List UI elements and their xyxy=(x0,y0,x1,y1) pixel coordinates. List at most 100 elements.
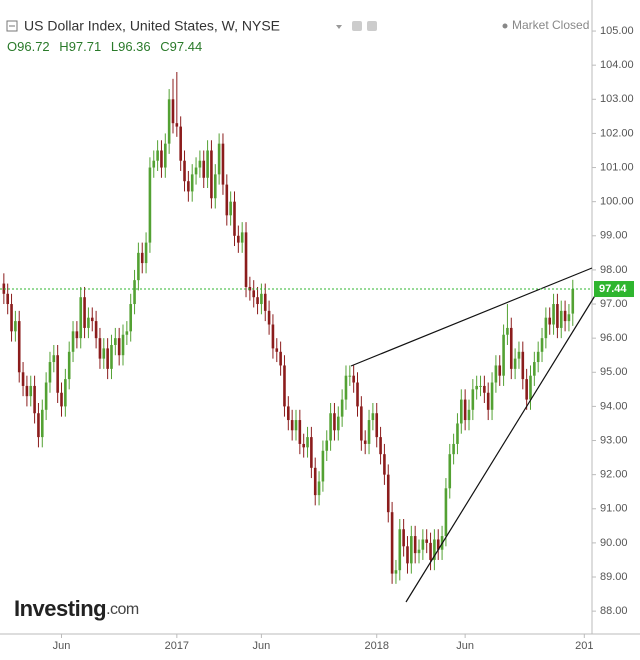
candle-body xyxy=(533,362,536,376)
candle-body xyxy=(490,382,494,410)
candle-body xyxy=(383,454,386,475)
y-tick-label: 93.00 xyxy=(600,434,628,446)
candle-body xyxy=(252,290,256,298)
candle-body xyxy=(279,351,282,366)
candle-body xyxy=(436,539,440,550)
y-tick-label: 95.00 xyxy=(600,366,628,378)
candle-body xyxy=(398,529,402,571)
candle-body xyxy=(317,481,321,496)
candle-body xyxy=(506,327,509,335)
settings-icon[interactable] xyxy=(367,21,377,31)
ohlc-label: H xyxy=(59,39,68,54)
plot xyxy=(2,71,575,584)
candle-body xyxy=(10,304,13,332)
candle-body xyxy=(394,570,398,574)
candle-body xyxy=(125,331,129,335)
candle-body xyxy=(267,310,271,325)
ohlc-readout: O96.72 H97.71 L96.36 C97.44 xyxy=(7,39,202,54)
candle-body xyxy=(290,420,294,431)
candle-body xyxy=(306,437,309,448)
x-tick-label: Jun xyxy=(253,640,271,652)
y-tick-label: 101.00 xyxy=(600,161,634,173)
candle-body xyxy=(71,331,75,352)
eye-icon[interactable] xyxy=(352,21,362,31)
candle-body xyxy=(90,317,94,322)
candle-body xyxy=(329,413,332,441)
candle-body xyxy=(260,293,263,305)
candle-body xyxy=(429,542,432,560)
candle-body xyxy=(417,549,421,554)
candle-body xyxy=(302,443,305,448)
candle-body xyxy=(444,488,448,537)
candle-body xyxy=(548,317,552,325)
candle-body xyxy=(217,143,221,175)
candle-body xyxy=(348,375,352,377)
candle-body xyxy=(148,167,152,243)
candle-body xyxy=(333,413,336,431)
candle-body xyxy=(14,321,17,332)
y-tick-label: 96.00 xyxy=(600,332,628,344)
x-tick-label: 2017 xyxy=(165,640,189,652)
candle-body xyxy=(344,375,348,400)
collapse-icon[interactable] xyxy=(6,20,18,32)
candle-body xyxy=(56,355,59,393)
candle-body xyxy=(256,297,259,305)
candle-body xyxy=(198,160,202,168)
candle-body xyxy=(386,474,390,513)
candle-body xyxy=(356,382,359,407)
candle-body xyxy=(244,232,248,287)
candle-body xyxy=(340,399,344,417)
candle-body xyxy=(75,331,79,339)
candle-body xyxy=(133,280,136,305)
candle-body xyxy=(129,304,133,332)
candle-body xyxy=(79,297,83,339)
y-tick-label: 88.00 xyxy=(600,605,628,617)
candle-body xyxy=(360,406,363,441)
y-tick-label: 102.00 xyxy=(600,127,634,139)
candle-body xyxy=(240,232,244,243)
candle-body xyxy=(486,392,490,410)
candle-body xyxy=(283,365,286,407)
candle-body xyxy=(536,351,540,363)
candle-body xyxy=(206,150,209,178)
candle-body xyxy=(452,443,455,455)
candle-body xyxy=(540,338,544,352)
candle-body xyxy=(390,512,394,574)
candle-body xyxy=(179,126,182,161)
candle-body xyxy=(52,355,56,363)
candle-body xyxy=(137,252,140,281)
candle-body xyxy=(25,385,29,397)
candle-body xyxy=(60,392,63,407)
candle-body xyxy=(425,539,429,543)
y-tick-label: 90.00 xyxy=(600,537,628,549)
candle-body xyxy=(471,389,475,410)
candle-body xyxy=(98,338,102,359)
logo-name: Investing xyxy=(14,596,106,621)
candle-body xyxy=(509,327,513,369)
candle-body xyxy=(467,409,471,421)
candle-body xyxy=(525,379,528,400)
candle-body xyxy=(160,150,163,168)
candle-body xyxy=(21,372,25,386)
x-tick-label: 201 xyxy=(575,640,593,652)
candle-body xyxy=(402,529,405,547)
candle-body xyxy=(37,413,40,438)
candle-body xyxy=(221,143,225,185)
candle-body xyxy=(237,235,240,243)
candle-body xyxy=(463,399,467,421)
candle-body xyxy=(410,536,413,564)
candle-body xyxy=(144,242,148,264)
candle-body xyxy=(83,297,86,328)
candle-body xyxy=(225,184,229,216)
candle-body xyxy=(163,143,167,168)
dropdown-arrow[interactable] xyxy=(336,25,342,29)
y-tick-label: 104.00 xyxy=(600,59,634,71)
ohlc-label: L xyxy=(111,39,118,54)
x-tick-label: Jun xyxy=(53,640,71,652)
candle-body xyxy=(271,324,275,349)
candle-body xyxy=(64,379,67,407)
y-tick-label: 89.00 xyxy=(600,571,628,583)
candle-body xyxy=(194,167,198,175)
candle-body xyxy=(156,150,159,161)
